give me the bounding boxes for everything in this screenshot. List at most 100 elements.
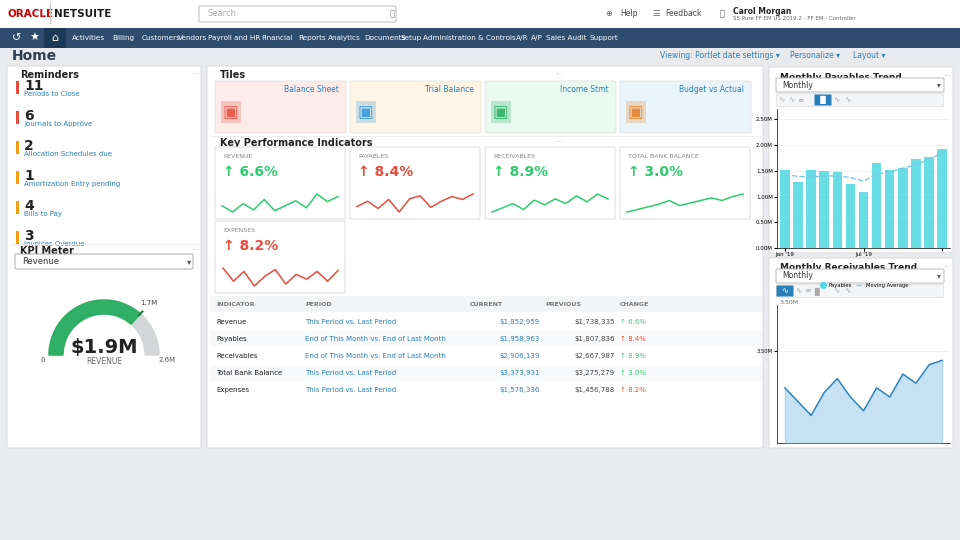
Text: ···: ··· bbox=[943, 264, 950, 273]
Text: This Period vs. Last Period: This Period vs. Last Period bbox=[305, 370, 396, 376]
Text: ▾: ▾ bbox=[187, 258, 191, 267]
Text: S5 Pure FF EM US 2019.2 - FF EM - Controller: S5 Pure FF EM US 2019.2 - FF EM - Contro… bbox=[733, 17, 855, 22]
Text: ∿: ∿ bbox=[833, 287, 839, 295]
Text: CHANGE: CHANGE bbox=[620, 301, 649, 307]
FancyBboxPatch shape bbox=[16, 171, 19, 184]
Text: End of This Month vs. End of Last Month: End of This Month vs. End of Last Month bbox=[305, 353, 445, 359]
Text: $1,738,335: $1,738,335 bbox=[575, 319, 615, 325]
Text: Sales Audit: Sales Audit bbox=[546, 35, 588, 41]
FancyBboxPatch shape bbox=[215, 147, 345, 219]
Text: REVENUE: REVENUE bbox=[223, 154, 252, 159]
Text: ∿: ∿ bbox=[781, 287, 788, 295]
FancyBboxPatch shape bbox=[777, 286, 794, 296]
Text: ∿: ∿ bbox=[833, 96, 839, 105]
Text: ▾: ▾ bbox=[937, 272, 941, 280]
Text: ▣: ▣ bbox=[492, 103, 508, 121]
Text: Feedback: Feedback bbox=[665, 10, 702, 18]
Text: $1,852,959: $1,852,959 bbox=[500, 319, 540, 325]
Text: This Period vs. Last Period: This Period vs. Last Period bbox=[305, 319, 396, 325]
Text: Income Stmt: Income Stmt bbox=[561, 84, 609, 93]
Text: ∿: ∿ bbox=[844, 96, 851, 105]
Text: $3,275,279: $3,275,279 bbox=[575, 370, 615, 376]
Text: $2,667,987: $2,667,987 bbox=[575, 353, 615, 359]
Bar bbox=[846, 184, 855, 248]
Text: Help: Help bbox=[620, 10, 637, 18]
Text: Reminders: Reminders bbox=[20, 70, 79, 80]
Bar bbox=[780, 170, 789, 248]
Text: Vendors: Vendors bbox=[178, 35, 207, 41]
Text: Administration & Controls: Administration & Controls bbox=[423, 35, 516, 41]
Text: ···: ··· bbox=[192, 246, 200, 255]
Text: INDICATOR: INDICATOR bbox=[216, 301, 254, 307]
Text: Support: Support bbox=[590, 35, 619, 41]
Text: Monthly: Monthly bbox=[782, 80, 813, 90]
Text: ↺: ↺ bbox=[12, 33, 21, 43]
Text: $3,373,931: $3,373,931 bbox=[499, 370, 540, 376]
Text: CURRENT: CURRENT bbox=[470, 301, 503, 307]
FancyBboxPatch shape bbox=[210, 382, 762, 398]
Bar bbox=[832, 172, 842, 248]
Text: 2.6M: 2.6M bbox=[158, 357, 176, 363]
Bar bbox=[820, 171, 828, 248]
Text: Search: Search bbox=[207, 10, 236, 18]
Text: ▣: ▣ bbox=[357, 103, 372, 121]
FancyBboxPatch shape bbox=[814, 94, 831, 105]
Legend: Payables, Moving Average: Payables, Moving Average bbox=[817, 281, 910, 290]
Bar bbox=[793, 181, 803, 248]
Text: A/P: A/P bbox=[531, 35, 542, 41]
FancyBboxPatch shape bbox=[199, 6, 396, 22]
FancyBboxPatch shape bbox=[0, 0, 960, 28]
FancyBboxPatch shape bbox=[485, 81, 616, 133]
Text: ↑ 8.4%: ↑ 8.4% bbox=[358, 165, 413, 179]
Text: 🔍: 🔍 bbox=[390, 10, 395, 18]
Text: Amortization Entry pending: Amortization Entry pending bbox=[24, 181, 120, 187]
Text: Financial: Financial bbox=[261, 35, 293, 41]
Text: ∿: ∿ bbox=[795, 287, 802, 295]
FancyBboxPatch shape bbox=[0, 48, 960, 64]
Text: ↑ 6.6%: ↑ 6.6% bbox=[620, 319, 646, 325]
Text: $2,906,139: $2,906,139 bbox=[499, 353, 540, 359]
Text: ↑ 6.6%: ↑ 6.6% bbox=[223, 165, 278, 179]
Text: Expenses: Expenses bbox=[216, 387, 250, 393]
Text: $1,807,836: $1,807,836 bbox=[574, 336, 615, 342]
FancyBboxPatch shape bbox=[350, 81, 481, 133]
FancyBboxPatch shape bbox=[620, 81, 751, 133]
Text: 3: 3 bbox=[24, 229, 34, 243]
FancyBboxPatch shape bbox=[215, 221, 345, 293]
Text: 👤: 👤 bbox=[720, 10, 725, 18]
Text: Layout ▾: Layout ▾ bbox=[853, 51, 885, 60]
Text: Activities: Activities bbox=[72, 35, 106, 41]
Bar bbox=[859, 192, 868, 248]
Polygon shape bbox=[49, 300, 140, 355]
FancyBboxPatch shape bbox=[620, 147, 750, 219]
FancyBboxPatch shape bbox=[7, 66, 201, 448]
FancyBboxPatch shape bbox=[16, 231, 19, 244]
Text: Reports: Reports bbox=[298, 35, 325, 41]
FancyBboxPatch shape bbox=[210, 348, 762, 364]
FancyBboxPatch shape bbox=[776, 78, 944, 92]
Text: ★: ★ bbox=[29, 33, 39, 43]
Text: 11: 11 bbox=[24, 79, 43, 93]
FancyBboxPatch shape bbox=[16, 81, 19, 94]
Text: A/R: A/R bbox=[516, 35, 528, 41]
Text: Invoices Overdue: Invoices Overdue bbox=[24, 241, 84, 247]
Text: Journals to Approve: Journals to Approve bbox=[24, 121, 92, 127]
Text: ↑ 3.0%: ↑ 3.0% bbox=[620, 370, 646, 376]
Text: 2: 2 bbox=[24, 139, 34, 153]
Text: Monthly Payables Trend: Monthly Payables Trend bbox=[780, 72, 901, 82]
FancyBboxPatch shape bbox=[215, 81, 346, 133]
Text: RECEIVABLES: RECEIVABLES bbox=[493, 154, 535, 159]
Text: Budget vs Actual: Budget vs Actual bbox=[679, 84, 744, 93]
Text: ···: ··· bbox=[555, 138, 563, 147]
Text: Documents: Documents bbox=[364, 35, 405, 41]
Bar bbox=[911, 159, 921, 248]
Text: PREVIOUS: PREVIOUS bbox=[545, 301, 581, 307]
FancyBboxPatch shape bbox=[769, 258, 953, 448]
Text: $1,576,336: $1,576,336 bbox=[499, 387, 540, 393]
FancyBboxPatch shape bbox=[15, 254, 193, 269]
Text: 4: 4 bbox=[24, 199, 34, 213]
Text: Setup: Setup bbox=[400, 35, 421, 41]
Text: EXPENSES: EXPENSES bbox=[223, 228, 255, 233]
Text: ▾: ▾ bbox=[937, 80, 941, 90]
Text: 0: 0 bbox=[40, 357, 45, 363]
